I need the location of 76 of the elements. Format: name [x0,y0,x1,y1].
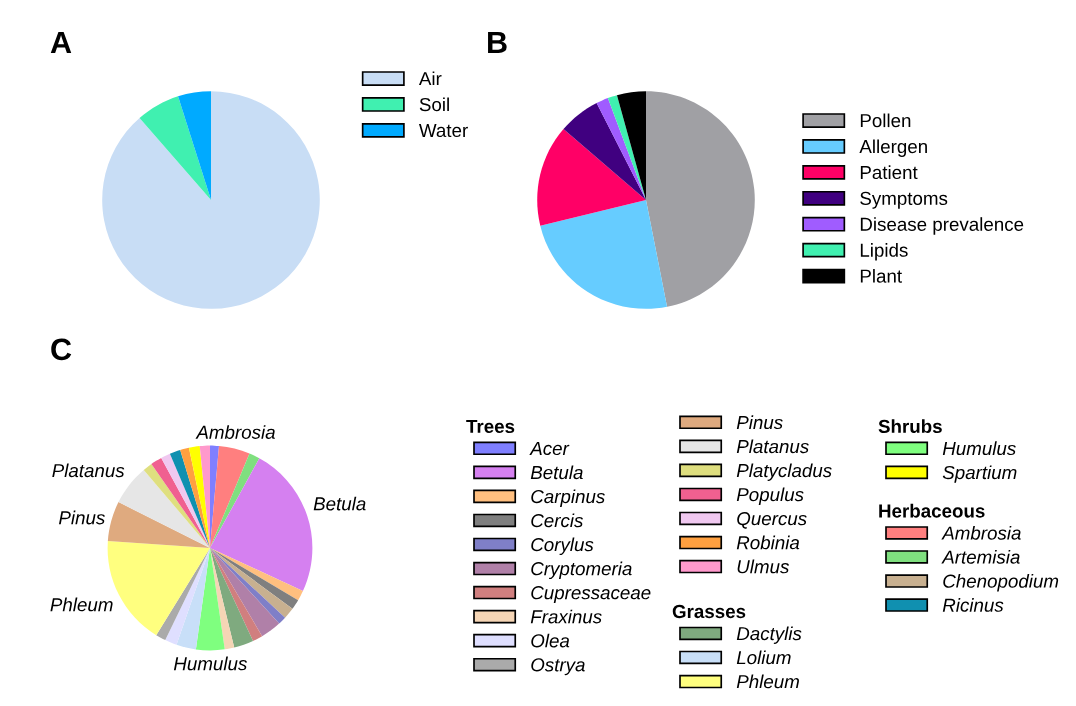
legend-label: Disease prevalence [860,217,1024,235]
legend-label: Humulus [942,441,1016,456]
legend-label: Air [418,71,442,86]
pie-slice [210,548,280,637]
chart-title: B [488,31,507,53]
slice-label: Platanus [52,463,125,478]
pie-slice [210,548,235,650]
legend-label: Allergen [859,139,927,157]
legend-label: Ricinus [942,598,1004,612]
text: Shrubs [878,419,942,434]
legend-label: Artemisia [941,549,1020,564]
pie-slice [102,91,320,309]
legend-label: Robinia [736,535,800,550]
slice-label: Pinus [58,510,105,525]
legend-label: Populus [736,487,804,505]
legend-label: Olea [531,633,570,648]
legend-label: Lolium [736,650,791,665]
legend-label: Quercus [737,512,807,529]
text: Herbaceous [879,503,985,518]
legend-label: Patient [860,165,918,180]
legend-label: Phleum [736,674,799,689]
chart-title: C [51,338,72,361]
pie-slice [210,446,250,548]
pie-slice [563,103,646,200]
text: Trees [466,419,515,434]
pie-slice [161,453,210,548]
legend-label: Ambrosia [941,525,1021,540]
legend-label: Chenopodium [943,574,1059,592]
pie-slice [139,96,211,200]
legend-label: Platanus [736,439,809,454]
pie-slice [616,91,646,200]
chart-title: A [50,31,72,53]
pie-slice [176,548,210,650]
pie-slice [210,548,286,624]
pie-slice [210,453,260,548]
legend-label: Spartium [942,465,1017,483]
legend-label: Pollen [860,113,911,128]
pie-slice [107,502,210,548]
pie-slice [151,457,210,548]
slice-label: Betula [313,496,366,511]
pie-slice [646,91,755,307]
legend-label: Betula [530,465,583,480]
pie-slice [156,548,210,641]
pie-slice [210,548,254,648]
legend-label: Cupressaceae [531,586,651,604]
legend-label: Lipids [860,243,908,261]
pie-slice [165,548,210,645]
pie-slice [607,95,646,200]
legend-label: Water [418,124,468,138]
legend-label: Corylus [531,537,594,555]
pie-slice [537,129,646,226]
pie-slice [178,91,211,200]
pie-slice [210,458,313,592]
slice-label: Humulus [173,656,247,671]
legend-label: Cercis [531,513,583,528]
pie-slice [210,548,299,609]
legend-label: Ulmus [737,559,789,574]
legend-label: Soil [419,97,449,112]
pie-slice [596,98,646,200]
legend-label: Symptoms [860,191,948,209]
slice-label: Ambrosia [195,425,275,439]
legend-label: Plant [860,269,902,283]
slice-label: Phleum [50,597,113,612]
pie-slice [169,450,210,548]
legend-label: Dactylis [736,626,802,644]
legend-label: Cryptomeria [531,561,632,580]
legend-label: Carpinus [531,489,605,507]
pie-slice [188,446,210,548]
text: Grasses [672,604,746,619]
legend-label: Acer [529,442,570,456]
legend-label: Ostrya [531,658,585,676]
legend-label: Pinus [736,415,783,430]
pie-slice [143,464,210,548]
legend-label: Platycladus [736,463,832,481]
legend-label: Fraxinus [530,609,602,624]
pie-slice [540,200,668,309]
